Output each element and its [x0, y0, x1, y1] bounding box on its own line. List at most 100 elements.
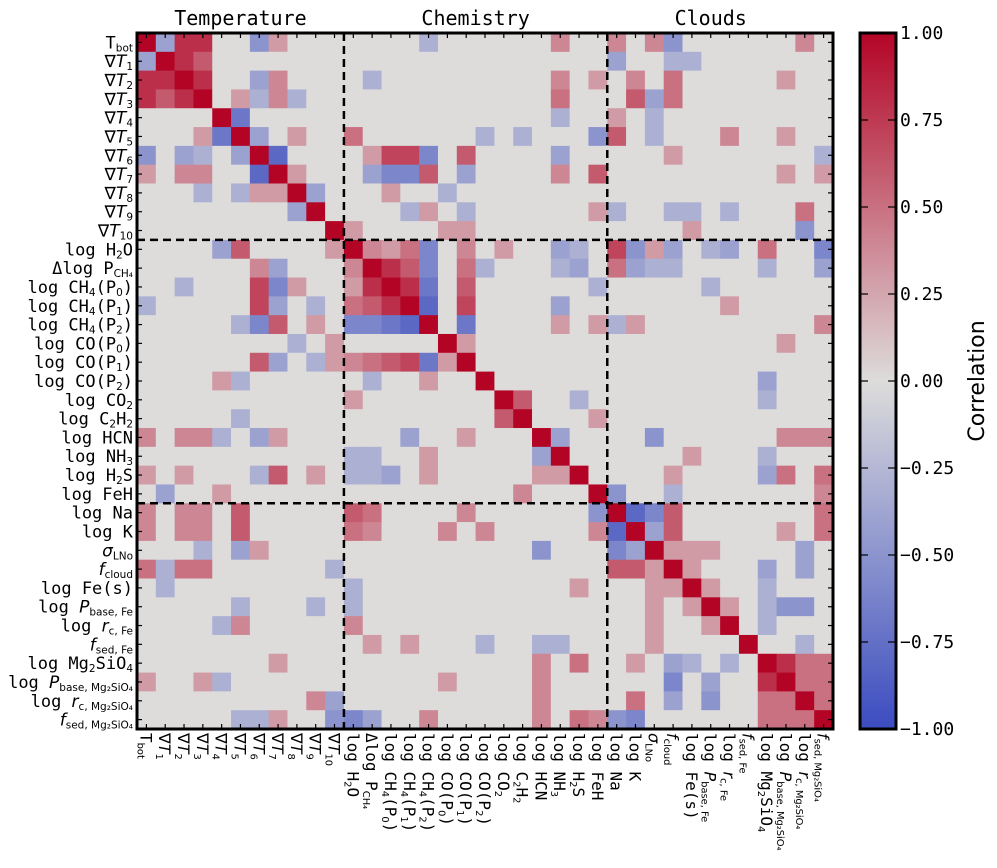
heatmap-cell	[550, 108, 571, 128]
heatmap-cell	[193, 522, 213, 542]
heatmap-cell	[475, 239, 495, 260]
heatmap-cell	[607, 183, 627, 203]
heatmap-cell	[776, 653, 796, 673]
heatmap-cell	[814, 258, 834, 278]
y-tick-label: ∇T6	[104, 146, 134, 167]
heatmap-cell	[532, 710, 552, 730]
heatmap-cell	[738, 51, 759, 72]
heatmap-cell	[249, 33, 270, 53]
heatmap-cell	[588, 352, 608, 372]
heatmap-cell	[513, 202, 533, 222]
heatmap-cell	[663, 559, 683, 579]
heatmap-cell	[193, 484, 213, 504]
heatmap-cell	[663, 315, 683, 335]
heatmap-cell	[738, 145, 759, 166]
heatmap-cell	[682, 578, 702, 598]
heatmap-cell	[757, 371, 777, 391]
heatmap-cell	[494, 484, 514, 504]
heatmap-cell	[475, 352, 495, 372]
heatmap-cell	[456, 258, 476, 278]
heatmap-cell	[306, 634, 326, 655]
heatmap-cell	[306, 710, 326, 730]
heatmap-cell	[720, 540, 740, 561]
heatmap-cell	[137, 145, 157, 166]
heatmap-cell	[550, 127, 571, 147]
heatmap-cell	[494, 578, 514, 598]
heatmap-cell	[682, 33, 702, 53]
heatmap-cell	[682, 164, 702, 184]
heatmap-cell	[155, 446, 176, 467]
group-dividers	[137, 33, 833, 729]
heatmap-cell	[287, 89, 307, 109]
heatmap-cell	[343, 446, 364, 467]
heatmap-cell	[287, 446, 307, 467]
heatmap-cell	[193, 691, 213, 711]
heatmap-cell	[325, 145, 345, 166]
heatmap-cell	[588, 428, 608, 448]
heatmap-cell	[231, 202, 251, 222]
heatmap-cell	[550, 578, 571, 598]
heatmap-cell	[287, 484, 307, 504]
x-tick-label: ∇T7	[266, 732, 287, 760]
y-tick-label: ∇T8	[104, 184, 133, 205]
heatmap-cell	[644, 710, 665, 730]
x-tick-label: ∇T4	[210, 732, 231, 760]
heatmap-cell	[776, 409, 796, 429]
heatmap-cell	[212, 672, 232, 692]
heatmap-cell	[776, 277, 796, 297]
heatmap-cell	[381, 653, 401, 673]
heatmap-cell	[231, 221, 251, 241]
x-tick-label: σLNo	[642, 733, 663, 762]
heatmap-cell	[137, 108, 157, 128]
heatmap-cell	[720, 296, 740, 316]
heatmap-cell	[513, 484, 533, 504]
heatmap-cell	[569, 183, 589, 203]
heatmap-cell	[550, 202, 571, 222]
heatmap-cell	[814, 33, 834, 53]
heatmap-cell	[268, 371, 288, 391]
heatmap-cell	[644, 145, 665, 166]
heatmap-cell	[776, 616, 796, 636]
heatmap-cell	[682, 446, 702, 467]
heatmap-cell	[644, 258, 665, 278]
heatmap-cell	[137, 352, 157, 372]
heatmap-cell	[174, 691, 194, 711]
heatmap-cell	[513, 164, 533, 184]
heatmap-cell	[588, 33, 608, 53]
heatmap-cell	[701, 33, 721, 53]
heatmap-cell	[362, 183, 382, 203]
heatmap-cell	[607, 127, 627, 147]
heatmap-cell	[306, 239, 326, 260]
heatmap-cell	[814, 89, 834, 109]
heatmap-cell	[814, 333, 834, 354]
heatmap-cell	[795, 108, 815, 128]
heatmap-cell	[663, 352, 683, 372]
x-tick-label: ∇T10	[323, 732, 344, 766]
heatmap-cell	[776, 446, 796, 467]
heatmap-cell	[569, 653, 589, 673]
heatmap-cell	[757, 634, 777, 655]
heatmap-cell	[682, 653, 702, 673]
heatmap-cell	[814, 559, 834, 579]
heatmap-cell	[513, 578, 533, 598]
heatmap-cell	[249, 352, 270, 372]
heatmap-cell	[475, 221, 495, 241]
heatmap-cell	[400, 597, 420, 617]
heatmap-cell	[400, 51, 420, 72]
heatmap-cell	[795, 409, 815, 429]
heatmap-cell	[663, 691, 683, 711]
heatmap-cell	[644, 296, 665, 316]
heatmap-cell	[212, 239, 232, 260]
heatmap-cell	[287, 634, 307, 655]
heatmap-cell	[212, 428, 232, 448]
heatmap-cell	[569, 597, 589, 617]
heatmap-cell	[550, 89, 571, 109]
heatmap-cell	[231, 578, 251, 598]
heatmap-cell	[381, 108, 401, 128]
heatmap-cell	[193, 51, 213, 72]
heatmap-cell	[306, 559, 326, 579]
heatmap-cell	[174, 127, 194, 147]
heatmap-cell	[644, 33, 665, 53]
heatmap-cell	[494, 108, 514, 128]
heatmap-cell	[682, 522, 702, 542]
